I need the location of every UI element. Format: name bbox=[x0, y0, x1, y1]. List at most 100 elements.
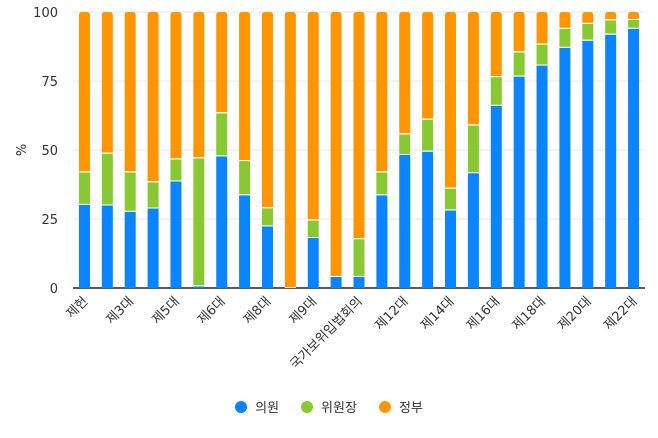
bar-segment-위원장[interactable] bbox=[399, 134, 411, 154]
segment-divider bbox=[536, 64, 548, 66]
bar-segment-위원장[interactable] bbox=[147, 182, 159, 208]
bar-segment-의원[interactable] bbox=[330, 276, 342, 288]
segment-divider bbox=[193, 285, 205, 287]
bar-segment-위원장[interactable] bbox=[536, 44, 548, 65]
bar-segment-위원장[interactable] bbox=[101, 153, 113, 205]
bar-segment-정부[interactable] bbox=[536, 12, 548, 44]
segment-divider bbox=[582, 39, 594, 41]
bar-segment-정부[interactable] bbox=[376, 12, 388, 172]
segment-divider bbox=[101, 152, 113, 154]
bar-segment-정부[interactable] bbox=[330, 12, 342, 276]
bar-segment-의원[interactable] bbox=[422, 151, 434, 288]
legend-label: 의원 bbox=[255, 401, 280, 416]
bar-segment-의원[interactable] bbox=[170, 181, 182, 288]
bar-segment-위원장[interactable] bbox=[582, 23, 594, 40]
bar-segment-위원장[interactable] bbox=[605, 20, 617, 34]
bar-segment-위원장[interactable] bbox=[467, 125, 479, 173]
bar-segment-위원장[interactable] bbox=[193, 158, 205, 286]
bar-segment-의원[interactable] bbox=[467, 173, 479, 288]
bar-segment-위원장[interactable] bbox=[559, 28, 571, 47]
legend-item[interactable]: 의원 bbox=[235, 397, 279, 416]
bar-segment-정부[interactable] bbox=[261, 12, 273, 208]
bar-segment-위원장[interactable] bbox=[170, 159, 182, 181]
bar-segment-의원[interactable] bbox=[536, 65, 548, 288]
bar-segment-위원장[interactable] bbox=[216, 113, 228, 156]
bar-segment-정부[interactable] bbox=[582, 12, 594, 23]
segment-divider bbox=[376, 194, 388, 196]
bar-segment-위원장[interactable] bbox=[124, 172, 136, 211]
bar-segment-의원[interactable] bbox=[216, 156, 228, 288]
legend-item[interactable]: 정부 bbox=[378, 397, 423, 416]
bar-segment-정부[interactable] bbox=[353, 12, 365, 239]
segment-divider bbox=[467, 124, 479, 126]
bar-segment-위원장[interactable] bbox=[376, 172, 388, 195]
bar-segment-정부[interactable] bbox=[101, 12, 113, 153]
segment-divider bbox=[353, 238, 365, 240]
bar-segment-의원[interactable] bbox=[376, 195, 388, 288]
bar-segment-위원장[interactable] bbox=[445, 188, 457, 210]
bar-segment-위원장[interactable] bbox=[513, 52, 525, 76]
segment-divider bbox=[628, 27, 640, 29]
bar-segment-의원[interactable] bbox=[582, 40, 594, 289]
bar-segment-정부[interactable] bbox=[193, 12, 205, 158]
bar-segment-정부[interactable] bbox=[628, 12, 640, 20]
segment-divider bbox=[376, 171, 388, 173]
bar-segment-의원[interactable] bbox=[307, 238, 319, 288]
segment-divider bbox=[216, 155, 228, 157]
bar-segment-정부[interactable] bbox=[513, 12, 525, 52]
bar-segment-의원[interactable] bbox=[353, 276, 365, 288]
bar-segment-위원장[interactable] bbox=[628, 20, 640, 28]
bar-segment-위원장[interactable] bbox=[490, 77, 502, 105]
bar-segment-정부[interactable] bbox=[422, 12, 434, 119]
segment-divider bbox=[284, 287, 296, 288]
legend-item[interactable]: 위원장 bbox=[301, 397, 357, 416]
bar-segment-의원[interactable] bbox=[399, 154, 411, 288]
x-tick-label: 제9대 bbox=[287, 294, 320, 327]
bar-segment-의원[interactable] bbox=[78, 204, 90, 288]
bar-segment-의원[interactable] bbox=[101, 205, 113, 288]
bar-segment-의원[interactable] bbox=[559, 47, 571, 288]
bar-segment-위원장[interactable] bbox=[307, 220, 319, 238]
bar-segment-위원장[interactable] bbox=[78, 172, 90, 204]
bar-segment-정부[interactable] bbox=[78, 12, 90, 172]
bar-segment-정부[interactable] bbox=[399, 12, 411, 134]
bar-segment-정부[interactable] bbox=[147, 12, 159, 182]
bar-segment-정부[interactable] bbox=[445, 12, 457, 188]
segment-divider bbox=[170, 158, 182, 160]
bar-segment-정부[interactable] bbox=[216, 12, 228, 113]
bar-segment-위원장[interactable] bbox=[239, 161, 251, 195]
bar-segment-정부[interactable] bbox=[307, 12, 319, 220]
bar-segment-의원[interactable] bbox=[513, 76, 525, 288]
legend-marker-icon bbox=[301, 400, 314, 413]
bar-segment-위원장[interactable] bbox=[353, 239, 365, 276]
bar-segment-위원장[interactable] bbox=[261, 208, 273, 226]
bar-segment-의원[interactable] bbox=[445, 210, 457, 288]
bar-segment-정부[interactable] bbox=[124, 12, 136, 172]
segment-divider bbox=[261, 207, 273, 209]
bar-segment-정부[interactable] bbox=[170, 12, 182, 159]
bar-segment-의원[interactable] bbox=[490, 105, 502, 288]
x-tick-label: 제16대 bbox=[464, 294, 503, 333]
segment-divider bbox=[239, 160, 251, 162]
bar-segment-의원[interactable] bbox=[147, 208, 159, 288]
bar-segment-정부[interactable] bbox=[284, 12, 296, 287]
bar-segment-정부[interactable] bbox=[559, 12, 571, 28]
bar-segment-위원장[interactable] bbox=[422, 119, 434, 151]
bar-segment-정부[interactable] bbox=[605, 12, 617, 20]
segment-divider bbox=[605, 19, 617, 21]
bar-segment-의원[interactable] bbox=[628, 28, 640, 289]
bar-segment-의원[interactable] bbox=[124, 211, 136, 288]
bar-segment-정부[interactable] bbox=[239, 12, 251, 161]
x-tick-label: 제8대 bbox=[241, 294, 274, 327]
bar-segment-정부[interactable] bbox=[490, 12, 502, 77]
y-axis-label: % bbox=[15, 144, 30, 156]
bar-segment-의원[interactable] bbox=[239, 195, 251, 288]
x-tick-label: 제18대 bbox=[510, 294, 549, 333]
y-tick-label: 100 bbox=[33, 6, 58, 21]
segment-divider bbox=[239, 194, 251, 196]
bar-segment-의원[interactable] bbox=[261, 226, 273, 288]
bar-segment-의원[interactable] bbox=[193, 286, 205, 288]
bar-segment-정부[interactable] bbox=[467, 12, 479, 125]
segment-divider bbox=[307, 237, 319, 239]
bar-segment-의원[interactable] bbox=[605, 34, 617, 288]
